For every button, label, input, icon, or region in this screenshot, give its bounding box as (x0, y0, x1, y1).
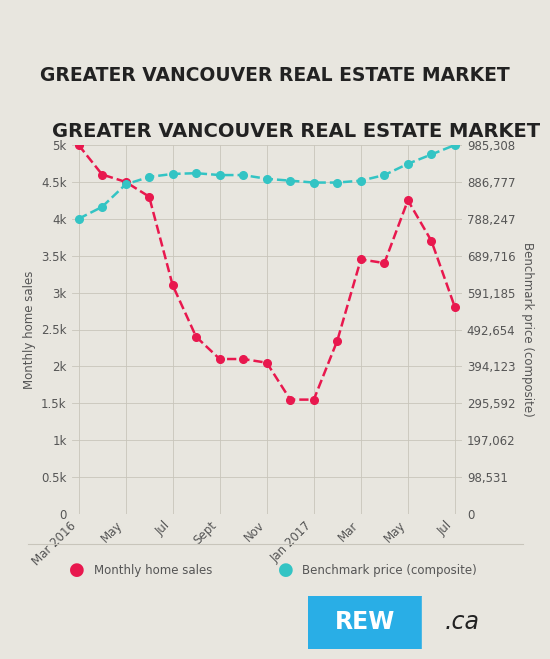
Polygon shape (422, 596, 440, 650)
Text: GREATER VANCOUVER REAL ESTATE MARKET: GREATER VANCOUVER REAL ESTATE MARKET (40, 67, 510, 85)
Y-axis label: Benchmark price (composite): Benchmark price (composite) (521, 242, 534, 417)
Text: .ca: .ca (444, 610, 480, 633)
Text: REW: REW (335, 610, 395, 633)
Y-axis label: Monthly home sales: Monthly home sales (23, 270, 36, 389)
Text: Benchmark price (composite): Benchmark price (composite) (302, 563, 477, 577)
Text: ●: ● (69, 561, 85, 579)
Text: Monthly home sales: Monthly home sales (94, 563, 212, 577)
FancyBboxPatch shape (308, 596, 422, 650)
Text: GREATER VANCOUVER REAL ESTATE MARKET: GREATER VANCOUVER REAL ESTATE MARKET (52, 122, 540, 140)
Text: ●: ● (278, 561, 294, 579)
